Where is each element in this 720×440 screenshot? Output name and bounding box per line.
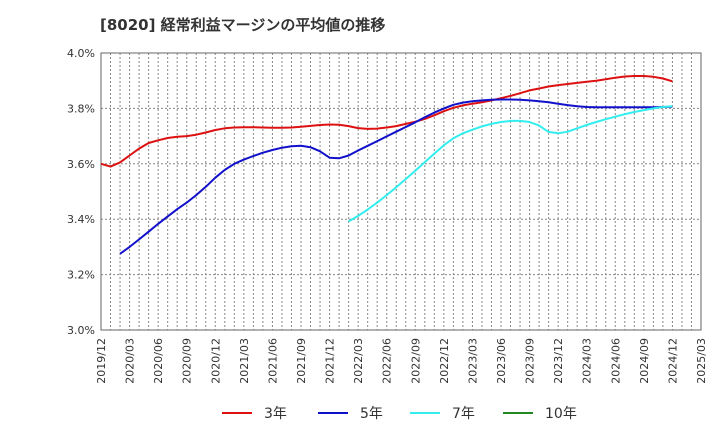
x-tick-label: 2020/12: [209, 338, 222, 384]
x-tick-label: 2023/03: [466, 338, 479, 384]
x-tick-label: 2021/03: [238, 338, 251, 384]
plot-area: [101, 53, 701, 330]
x-tick-label: 2024/12: [666, 338, 679, 384]
x-tick-label: 2021/12: [324, 338, 337, 384]
y-tick-label: 3.8%: [67, 102, 95, 115]
x-tick-label: 2023/12: [552, 338, 565, 384]
axes: 3.0% 3.2% 3.4% 3.6% 3.8% 4.0% 2019/12 2020/03 20…: [67, 47, 708, 384]
x-tick-label: 2023/09: [524, 338, 537, 384]
chart-title: [8020] 経常利益マージンの平均値の推移: [100, 16, 386, 34]
x-tick-label: 2020/09: [181, 338, 194, 384]
x-tick-label: 2024/03: [581, 338, 594, 384]
y-tick-label: 4.0%: [67, 47, 95, 60]
legend-label-10年: 10年: [545, 406, 577, 422]
x-tick-label: 2024/06: [609, 338, 622, 384]
x-tick-label: 2022/12: [438, 338, 451, 384]
x-tick-label: 2021/09: [295, 338, 308, 384]
series-line-3年: [100, 75, 673, 168]
series-lines: [100, 75, 673, 255]
legend: 3年 5年 7年 10年: [222, 406, 577, 422]
x-tick-label: 2025/03: [695, 338, 708, 384]
x-tick-label: 2022/09: [409, 338, 422, 384]
grid: [100, 52, 702, 331]
x-tick-label: 2022/06: [381, 338, 394, 384]
y-tick-label: 3.4%: [67, 213, 95, 226]
series-line-7年: [348, 105, 673, 223]
x-tick-label: 2020/06: [152, 338, 165, 384]
x-tick-label: 2024/09: [638, 338, 651, 384]
y-tick-label: 3.6%: [67, 158, 95, 171]
y-tick-label: 3.0%: [67, 324, 95, 337]
x-tick-label: 2021/06: [266, 338, 279, 384]
plot-border: [100, 52, 702, 331]
series-line-5年: [119, 98, 673, 255]
x-tick-label: 2020/03: [124, 338, 137, 384]
x-tick-label: 2022/03: [352, 338, 365, 384]
legend-label-3年: 3年: [264, 406, 287, 422]
x-tick-label: 2019/12: [95, 338, 108, 384]
legend-label-5年: 5年: [360, 406, 383, 422]
x-tick-label: 2023/06: [495, 338, 508, 384]
y-tick-label: 3.2%: [67, 269, 95, 282]
legend-label-7年: 7年: [452, 406, 475, 422]
